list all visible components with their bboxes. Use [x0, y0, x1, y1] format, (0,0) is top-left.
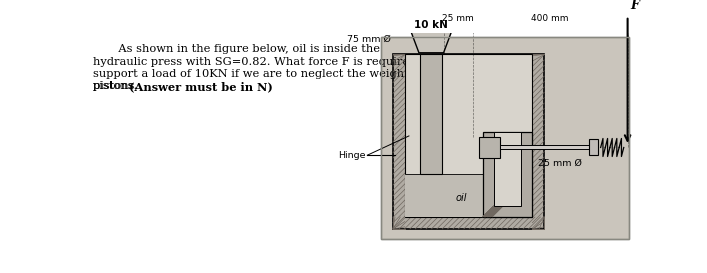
Text: 400 mm: 400 mm	[532, 14, 569, 23]
Text: F: F	[631, 0, 640, 12]
Text: Hinge: Hinge	[339, 151, 366, 160]
Text: 75 mm Ø: 75 mm Ø	[346, 34, 390, 43]
Text: 25 mm Ø: 25 mm Ø	[538, 158, 582, 167]
Bar	[493, 132, 521, 206]
Text: (Answer must be in N): (Answer must be in N)	[129, 81, 272, 92]
Bar	[483, 132, 532, 217]
Bar	[381, 37, 629, 239]
Text: As shown in the figure below, oil is inside the: As shown in the figure below, oil is ins…	[93, 44, 380, 54]
Bar	[479, 138, 500, 158]
Text: hydraulic press with SG=0.82. What force F is required to: hydraulic press with SG=0.82. What force…	[93, 57, 432, 67]
Bar	[393, 54, 544, 229]
Text: support a load of 10KN if we are to neglect the weight of two: support a load of 10KN if we are to negl…	[93, 69, 449, 79]
Bar	[421, 54, 442, 174]
Text: oil: oil	[455, 193, 467, 203]
Text: 25 mm: 25 mm	[443, 14, 474, 23]
Bar	[381, 37, 629, 239]
Polygon shape	[407, 14, 455, 53]
Text: pistons.: pistons.	[93, 81, 139, 91]
Text: pistons.: pistons.	[93, 81, 142, 91]
Bar	[589, 140, 598, 156]
Bar	[405, 54, 532, 217]
Text: 10 kN: 10 kN	[414, 20, 448, 30]
Bar	[500, 145, 598, 149]
Bar	[405, 174, 532, 217]
